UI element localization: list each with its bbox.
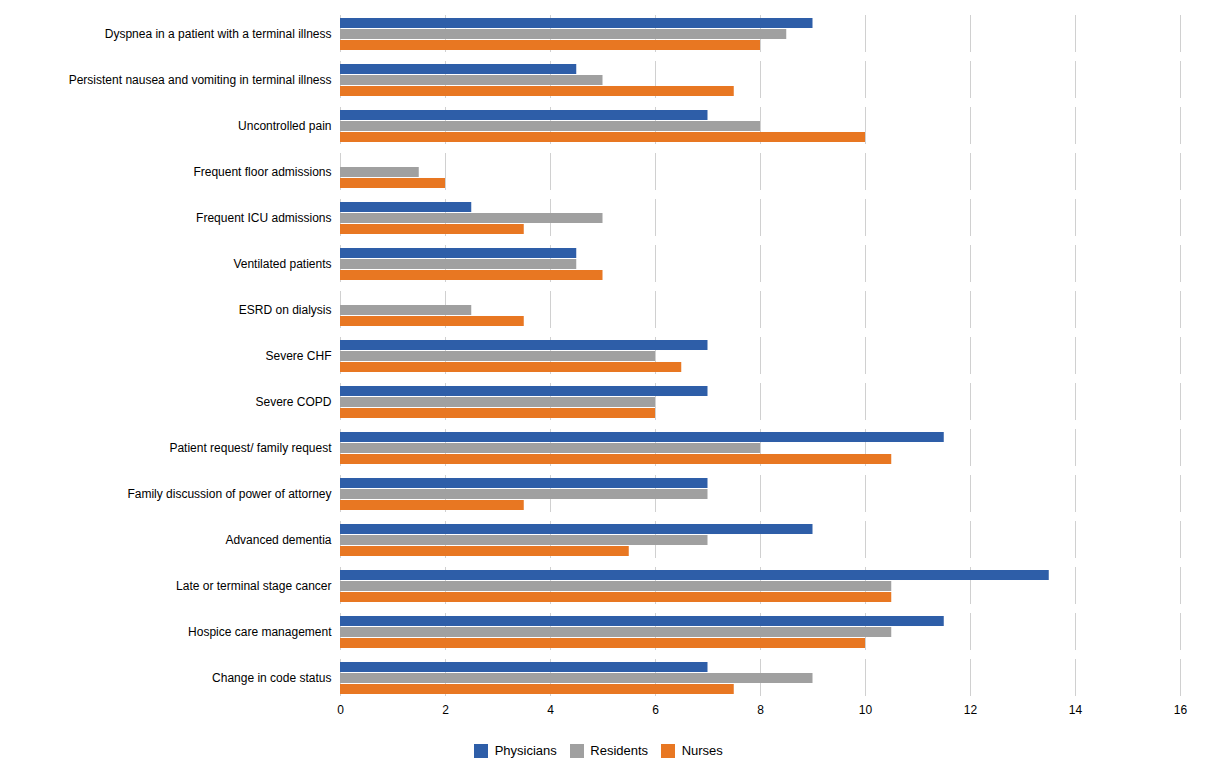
svg-text:Patient request/ family reques: Patient request/ family request — [169, 441, 332, 455]
svg-text:Late or terminal stage cancer: Late or terminal stage cancer — [176, 579, 331, 593]
svg-text:16: 16 — [1174, 703, 1188, 717]
svg-text:Persistent nausea and vomiting: Persistent nausea and vomiting in termin… — [69, 73, 332, 87]
svg-text:Dyspnea in a patient with a te: Dyspnea in a patient with a terminal ill… — [105, 27, 332, 41]
html-text:Nurses: Nurses — [681, 743, 723, 758]
svg-text:10: 10 — [859, 703, 873, 717]
svg-text:Family discussion of power of: Family discussion of power of attorney — [127, 487, 331, 501]
svg-text:Frequent ICU admissions: Frequent ICU admissions — [196, 211, 331, 225]
svg-text:Severe COPD: Severe COPD — [255, 395, 331, 409]
svg-text:6: 6 — [652, 703, 659, 717]
svg-text:Uncontrolled pain: Uncontrolled pain — [238, 119, 331, 133]
svg-text:8: 8 — [757, 703, 764, 717]
svg-text:0: 0 — [337, 703, 344, 717]
svg-text:ESRD on dialysis: ESRD on dialysis — [239, 303, 332, 317]
html-text:Residents: Residents — [590, 743, 649, 758]
svg-text:Severe CHF: Severe CHF — [265, 349, 331, 363]
svg-text:Frequent floor admissions: Frequent floor admissions — [193, 165, 331, 179]
svg-text:Hospice care management: Hospice care management — [188, 625, 332, 639]
svg-text:14: 14 — [1069, 703, 1083, 717]
svg-text:Change in code status: Change in code status — [212, 671, 331, 685]
svg-text:12: 12 — [964, 703, 978, 717]
svg-text:Ventilated patients: Ventilated patients — [233, 257, 331, 271]
svg-text:Advanced dementia: Advanced dementia — [225, 533, 331, 547]
svg-text:2: 2 — [442, 703, 449, 717]
svg-text:4: 4 — [547, 703, 554, 717]
html-text:Physicians: Physicians — [494, 743, 557, 758]
